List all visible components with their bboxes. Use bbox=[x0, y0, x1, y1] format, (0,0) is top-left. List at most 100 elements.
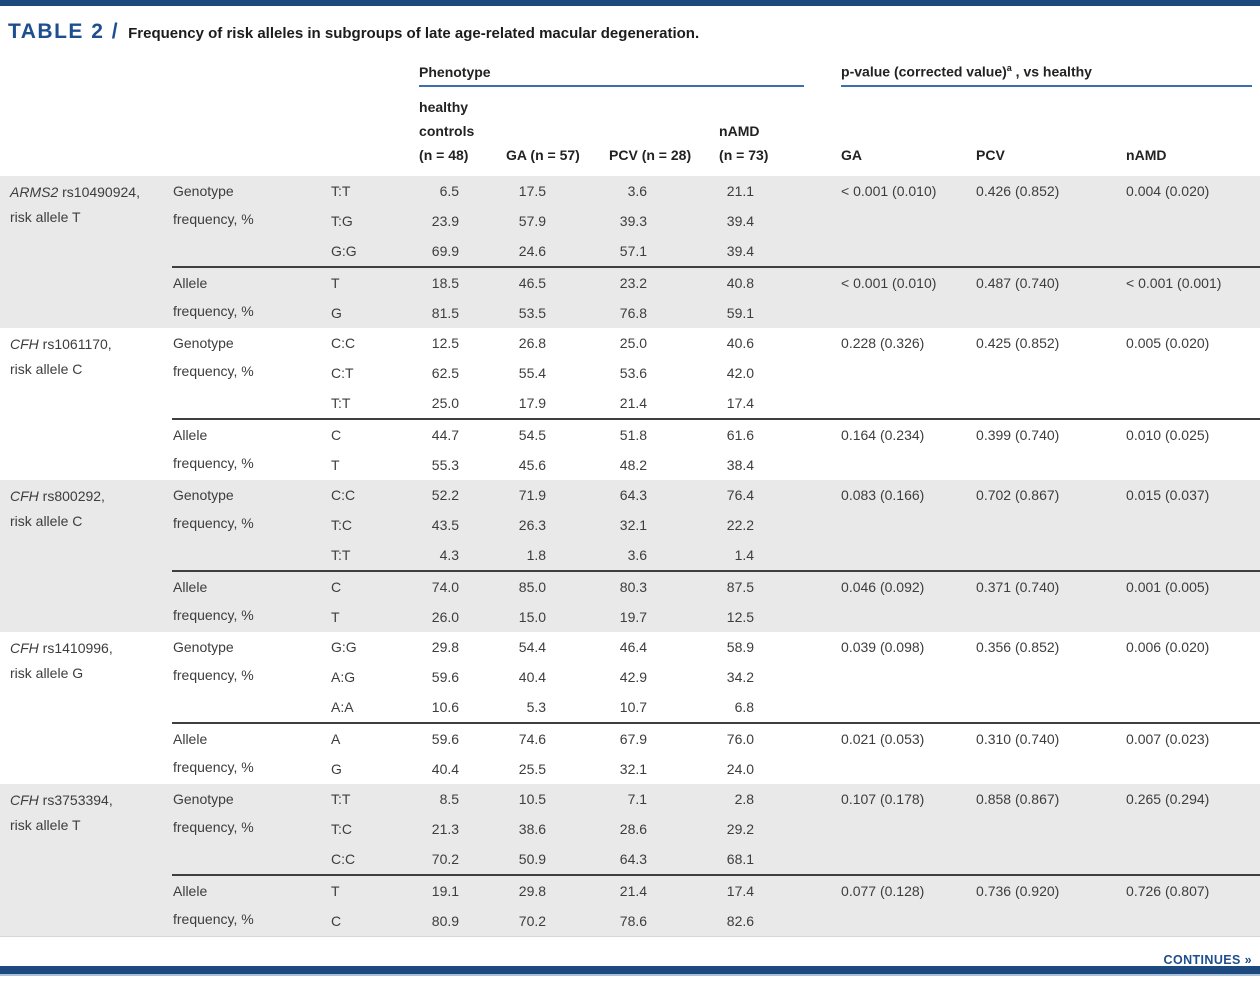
genotype-code-cell: T:T bbox=[331, 183, 351, 199]
frequency-value: 22.2 bbox=[726, 517, 755, 533]
pvalue-cell bbox=[975, 540, 1125, 571]
frequency-type-line: Genotype bbox=[173, 335, 234, 351]
frequency-value: 5.3 bbox=[526, 699, 547, 715]
pvalue-cell bbox=[840, 814, 975, 844]
pvalue-cell bbox=[1125, 906, 1260, 937]
risk-allele-line: risk allele C bbox=[10, 513, 83, 529]
frequency-value-cell: 61.6 bbox=[718, 418, 841, 450]
pvalue-cell: 0.007 (0.023) bbox=[1125, 722, 1260, 754]
phenotype-header: Phenotype bbox=[419, 64, 805, 87]
table-row: A:A 10.6 5.3 10.7 6.8 bbox=[0, 692, 1260, 723]
gene-label-cell: CFH rs1061170, risk allele C bbox=[0, 328, 172, 480]
pvalue-cell bbox=[840, 358, 975, 388]
gene-group: CFH rs1410996, risk allele G Genotype frequ… bbox=[0, 632, 1260, 784]
pvalue-cell bbox=[1125, 298, 1260, 328]
frequency-value: 59.6 bbox=[431, 669, 460, 685]
gene-rsid: rs800292, bbox=[38, 488, 105, 504]
frequency-type-line: Allele bbox=[173, 731, 208, 747]
frequency-value: 40.6 bbox=[726, 335, 755, 351]
frequency-value: 55.4 bbox=[518, 365, 547, 381]
pvalue-cell bbox=[1125, 236, 1260, 267]
frequency-value: 46.5 bbox=[518, 275, 547, 291]
frequency-value-cell: 81.5 bbox=[418, 298, 505, 328]
frequency-value-cell: 26.8 bbox=[505, 328, 608, 358]
frequency-type-line: Genotype bbox=[173, 183, 234, 199]
table-row: T 26.0 15.0 19.7 12.5 bbox=[0, 602, 1260, 632]
col-header-namd: nAMD (n = 73) bbox=[718, 88, 840, 176]
pvalue-cell bbox=[975, 206, 1125, 236]
table-row: T:T 4.3 1.8 3.6 1.4 bbox=[0, 540, 1260, 571]
table-row: G 81.5 53.5 76.8 59.1 bbox=[0, 298, 1260, 328]
pvalue-cell: 0.426 (0.852) bbox=[976, 183, 1060, 199]
frequency-value-cell: 25.0 bbox=[608, 328, 718, 358]
pvalue-cell: 0.046 (0.092) bbox=[840, 570, 976, 602]
frequency-value-cell: 21.3 bbox=[418, 814, 505, 844]
table-row: CFH rs800292, risk allele C Genotype freque… bbox=[0, 480, 1260, 531]
frequency-value-cell: 39.4 bbox=[718, 236, 840, 267]
frequency-value: 4.3 bbox=[439, 547, 460, 563]
frequency-type-cell: Allele frequency, % bbox=[172, 570, 330, 632]
frequency-value: 6.5 bbox=[439, 183, 460, 199]
frequency-value: 53.6 bbox=[619, 365, 648, 381]
pvalue-cell: 0.001 (0.005) bbox=[1125, 570, 1260, 602]
genotype-code-cell: G:G bbox=[331, 639, 357, 655]
frequency-value: 62.5 bbox=[431, 365, 460, 381]
gene-name-line: CFH rs800292, bbox=[10, 484, 166, 509]
frequency-value: 69.9 bbox=[431, 243, 460, 259]
frequency-value-cell: 24.6 bbox=[505, 236, 608, 267]
col-header-healthy: healthy controls (n = 48) bbox=[418, 88, 505, 176]
frequency-type-line: frequency, % bbox=[173, 607, 254, 623]
frequency-value: 64.3 bbox=[619, 851, 648, 867]
frequency-value: 43.5 bbox=[431, 517, 460, 533]
frequency-value: 15.0 bbox=[518, 609, 547, 625]
frequency-value-cell: 53.5 bbox=[505, 298, 608, 328]
frequency-value-cell: 62.5 bbox=[418, 358, 505, 388]
frequency-value: 19.7 bbox=[619, 609, 648, 625]
frequency-value-cell: 32.1 bbox=[608, 510, 718, 540]
gene-symbol: CFH bbox=[10, 640, 39, 656]
frequency-value: 87.5 bbox=[726, 579, 755, 595]
frequency-value-cell: 69.9 bbox=[418, 236, 505, 267]
frequency-value-cell: 45.6 bbox=[505, 450, 608, 480]
genotype-code-cell: G:G bbox=[331, 243, 357, 259]
frequency-value: 17.5 bbox=[518, 183, 547, 199]
genotype-code-cell: A bbox=[330, 722, 419, 754]
frequency-value: 68.1 bbox=[726, 851, 755, 867]
frequency-value-cell: 3.6 bbox=[608, 176, 718, 206]
frequency-value-cell: 42.0 bbox=[718, 358, 840, 388]
table-row: CFH rs3753394, risk allele T Genotype frequ… bbox=[0, 784, 1260, 835]
pvalue-cell: 0.399 (0.740) bbox=[975, 418, 1126, 450]
frequency-value: 29.8 bbox=[431, 639, 460, 655]
frequency-value: 34.2 bbox=[726, 669, 755, 685]
pvalue-cell: 0.004 (0.020) bbox=[1126, 183, 1210, 199]
table-row: A:G 59.6 40.4 42.9 34.2 bbox=[0, 662, 1260, 692]
frequency-value: 21.3 bbox=[431, 821, 460, 837]
table-row: T:C 43.5 26.3 32.1 22.2 bbox=[0, 510, 1260, 540]
frequency-value-cell: 46.4 bbox=[608, 632, 718, 662]
col-header-line: PCV (n = 28) bbox=[609, 147, 692, 163]
frequency-value: 29.2 bbox=[726, 821, 755, 837]
frequency-value-cell: 44.7 bbox=[418, 418, 506, 450]
frequency-value-cell: 59.1 bbox=[718, 298, 840, 328]
table-number-label: TABLE 2 / bbox=[8, 20, 120, 43]
pvalue-footnote-marker: a bbox=[1006, 63, 1012, 74]
table-row: Allele frequency, % T 18.5 46.5 23.2 40.8 < 0.0… bbox=[0, 266, 1260, 328]
frequency-value: 67.9 bbox=[619, 731, 648, 747]
frequency-type-cell: Allele frequency, % bbox=[172, 722, 330, 784]
gene-rsid: rs1410996, bbox=[38, 640, 113, 656]
pvalue-cell: 0.021 (0.053) bbox=[840, 722, 976, 754]
frequency-value-cell: 71.9 bbox=[505, 480, 608, 510]
frequency-value: 10.7 bbox=[619, 699, 648, 715]
gene-rsid: rs3753394, bbox=[38, 792, 113, 808]
frequency-value-cell: 28.6 bbox=[608, 814, 718, 844]
table-row: G:G 69.9 24.6 57.1 39.4 bbox=[0, 236, 1260, 267]
frequency-type-line: Genotype bbox=[173, 487, 234, 503]
table-row: G 40.4 25.5 32.1 24.0 bbox=[0, 754, 1260, 784]
frequency-value-cell: 87.5 bbox=[718, 570, 841, 602]
pvalue-cell: < 0.001 (0.001) bbox=[1125, 266, 1260, 298]
pvalue-cell bbox=[1125, 602, 1260, 632]
genotype-code-cell: T:T bbox=[331, 791, 351, 807]
pvalue-cell: 0.726 (0.807) bbox=[1125, 874, 1260, 906]
pvalue-cell: 0.356 (0.852) bbox=[976, 639, 1060, 655]
